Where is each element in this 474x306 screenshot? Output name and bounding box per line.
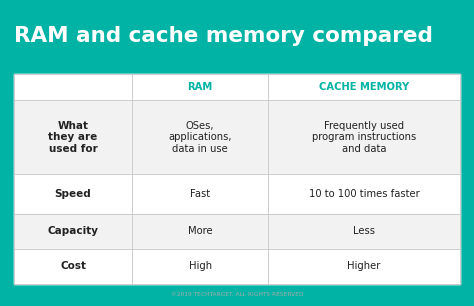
- Text: ©2019 TECHTARGET. ALL RIGHTS RESERVED: ©2019 TECHTARGET. ALL RIGHTS RESERVED: [171, 293, 303, 297]
- Bar: [14, 100, 460, 174]
- Text: Capacity: Capacity: [47, 226, 99, 236]
- Text: More: More: [188, 226, 212, 236]
- Text: CACHE MEMORY: CACHE MEMORY: [319, 82, 409, 92]
- Text: Cost: Cost: [60, 261, 86, 271]
- Text: RAM: RAM: [188, 82, 213, 92]
- Text: High: High: [189, 261, 212, 271]
- Text: Less: Less: [353, 226, 375, 236]
- Text: Frequently used
program instructions
and data: Frequently used program instructions and…: [312, 121, 416, 154]
- Text: Higher: Higher: [347, 261, 381, 271]
- Bar: [14, 249, 460, 284]
- Bar: [14, 74, 460, 284]
- Text: Speed: Speed: [55, 189, 91, 199]
- Bar: [14, 214, 460, 249]
- Text: What
they are
used for: What they are used for: [48, 121, 98, 154]
- Text: OSes,
applications,
data in use: OSes, applications, data in use: [168, 121, 232, 154]
- Text: RAM and cache memory compared: RAM and cache memory compared: [14, 26, 433, 46]
- Bar: [14, 74, 460, 100]
- Bar: [14, 174, 460, 214]
- Bar: [14, 74, 460, 284]
- Text: 10 to 100 times faster: 10 to 100 times faster: [309, 189, 419, 199]
- Text: Fast: Fast: [190, 189, 210, 199]
